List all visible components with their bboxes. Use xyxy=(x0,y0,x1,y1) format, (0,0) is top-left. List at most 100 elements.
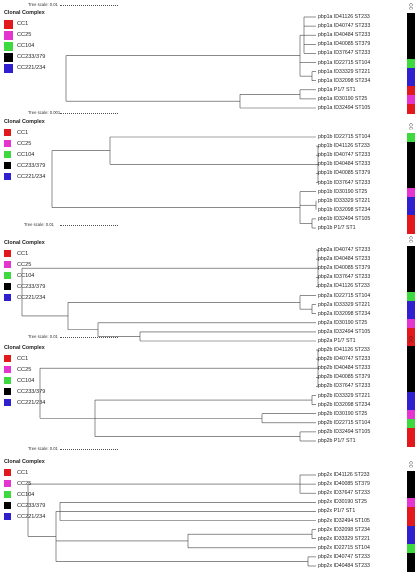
cc-column-header: CC xyxy=(408,236,414,243)
legend-swatch xyxy=(4,151,11,158)
leaf-label: pbp1b P1/7 ST1 xyxy=(318,225,356,231)
leaf-label: pbp2b P1/7 ST1 xyxy=(318,438,356,444)
legend-label: CC233/379 xyxy=(17,389,46,395)
cc-color-cell xyxy=(407,67,415,78)
legend-label: CC104 xyxy=(17,43,35,49)
legend-item-cc1: CC1 xyxy=(4,20,84,29)
leaf-label: pbp2x ID40484 ST233 xyxy=(318,563,370,569)
leaf-label: pbp1a ID40484 ST233 xyxy=(318,32,371,39)
leaf-label: pbp2x ID30190 ST25 xyxy=(318,499,368,506)
legend-swatch xyxy=(4,129,11,136)
cc-color-cell xyxy=(407,498,415,508)
phylogenetic-tree xyxy=(65,16,316,109)
legend-swatch xyxy=(4,355,11,362)
legend-item-cc221-234: CC221/234 xyxy=(4,399,84,408)
cc-color-cell xyxy=(407,516,415,527)
leaf-label: pbp1a ID37647 ST233 xyxy=(318,50,371,57)
leaf-label: pbp2b ID40747 ST233 xyxy=(318,356,371,363)
tree-scale-label: Tree scale: 0.01 xyxy=(28,446,58,451)
legend-item-cc1: CC1 xyxy=(4,250,84,259)
cc-color-cell xyxy=(407,543,415,554)
leaf-label: pbp1a ID41126 ST233 xyxy=(318,14,370,20)
leaf-label: pbp2a ID41126 ST233 xyxy=(318,283,370,290)
tree-panel-4: Tree scale: 0.01 Clonal Complex CC1 CC25 CC1… xyxy=(0,334,420,447)
cc-color-cell xyxy=(407,169,415,179)
cc-color-cell xyxy=(407,309,415,320)
legend-swatch xyxy=(4,366,11,373)
legend-swatch xyxy=(4,140,11,147)
cc-color-cell xyxy=(407,337,415,347)
legend-item-cc233-379: CC233/379 xyxy=(4,162,84,171)
leaf-label: pbp1a ID40085 ST379 xyxy=(318,41,371,48)
legend-label: CC25 xyxy=(17,141,32,147)
leaf-label: pbp2b ID40085 ST379 xyxy=(318,374,371,381)
tree-panel-5: Tree scale: 0.01 Clonal Complex CC1 CC25 CC1… xyxy=(0,446,420,572)
cc-color-cell xyxy=(407,327,415,338)
cc-color-cell xyxy=(407,364,415,374)
leaf-label: pbp2b ID30190 ST25 xyxy=(318,410,368,417)
legend-item-cc1: CC1 xyxy=(4,129,84,138)
leaf-label: pbp1b ID22715 ST104 xyxy=(318,134,371,140)
legend-label: CC1 xyxy=(17,130,29,136)
cc-color-cell xyxy=(407,437,415,447)
cc-color-cell xyxy=(407,246,415,256)
cc-color-cell xyxy=(407,427,415,438)
leaf-label: pbp2x P1/7 ST1 xyxy=(318,508,356,515)
legend-item-cc1: CC1 xyxy=(4,355,84,364)
legend-label: CC221/234 xyxy=(17,174,46,180)
cc-color-cell xyxy=(407,196,415,207)
tree-panel-1: Tree scale: 0.01 Clonal Complex CC1 CC25 CC1… xyxy=(0,2,420,114)
cc-color-cell xyxy=(407,391,415,402)
phylogenetic-tree xyxy=(21,249,319,342)
leaf-label: pbp2b ID40484 ST233 xyxy=(318,365,371,372)
leaf-label: pbp1a P1/7 ST1 xyxy=(318,86,356,93)
tree-scale-label: Tree scale: 0.01 xyxy=(28,334,58,339)
cc-color-cell xyxy=(407,273,415,283)
legend-item-cc25: CC25 xyxy=(4,140,84,149)
leaf-label: pbp2b ID33329 ST221 xyxy=(318,392,371,399)
leaf-label: pbp2a P1/7 ST1 xyxy=(318,338,356,344)
legend-swatch xyxy=(4,283,11,290)
legend-item-cc25: CC25 xyxy=(4,480,84,489)
leaf-label: pbp2x ID40085 ST379 xyxy=(318,481,370,488)
tree-panel-3: Tree scale: 0.01 Clonal Complex CC1 CC25 CC1… xyxy=(0,222,420,347)
legend-item-cc221-234: CC221/234 xyxy=(4,513,84,522)
cc-color-cell xyxy=(407,224,415,234)
leaf-label: pbp2a ID30190 ST25 xyxy=(318,319,368,326)
legend-label: CC233/379 xyxy=(17,284,46,290)
legend-title: Clonal Complex xyxy=(4,119,45,125)
leaf-label: pbp2b ID41126 ST233 xyxy=(318,347,370,353)
leaf-label: pbp1a ID32494 ST105 xyxy=(318,105,371,111)
cc-color-cell xyxy=(407,562,415,572)
tree-scale-label: Tree scale: 0.001 xyxy=(28,110,61,115)
legend-label: CC233/379 xyxy=(17,163,46,169)
leaf-label: pbp2a ID32098 ST234 xyxy=(318,310,371,317)
cc-color-cell xyxy=(407,525,415,536)
cc-color-cell xyxy=(407,31,415,41)
cc-color-cell xyxy=(407,373,415,383)
leaf-label: pbp1b ID41126 ST233 xyxy=(318,143,370,150)
legend-swatch xyxy=(4,399,11,406)
legend-swatch xyxy=(4,250,11,257)
cc-color-cell xyxy=(407,382,415,392)
leaf-label: pbp2a ID33329 ST221 xyxy=(318,301,371,308)
leaf-label: pbp1b ID32494 ST105 xyxy=(318,215,371,222)
legend-swatch xyxy=(4,272,11,279)
cc-column-header: CC xyxy=(408,336,414,343)
leaf-label: pbp2a ID40085 ST379 xyxy=(318,265,371,272)
leaf-label: pbp2b ID32494 ST105 xyxy=(318,428,371,435)
cc-color-cell xyxy=(407,49,415,59)
legend-item-cc104: CC104 xyxy=(4,42,84,51)
cc-color-cell xyxy=(407,22,415,32)
leaf-label: pbp2x ID40747 ST233 xyxy=(318,553,370,560)
leaf-label: pbp2a ID22715 ST104 xyxy=(318,292,371,299)
legend-item-cc221-234: CC221/234 xyxy=(4,294,84,303)
leaf-label: pbp2x ID32098 ST234 xyxy=(318,526,370,533)
legend-swatch xyxy=(4,469,11,476)
cc-color-cell xyxy=(407,400,415,411)
leaf-label: pbp2b ID22715 ST104 xyxy=(318,419,371,426)
legend-swatch xyxy=(4,173,11,180)
legend-label: CC25 xyxy=(17,32,32,38)
legend-item-cc233-379: CC233/379 xyxy=(4,502,84,511)
leaf-label: pbp2a ID40484 ST233 xyxy=(318,256,371,263)
